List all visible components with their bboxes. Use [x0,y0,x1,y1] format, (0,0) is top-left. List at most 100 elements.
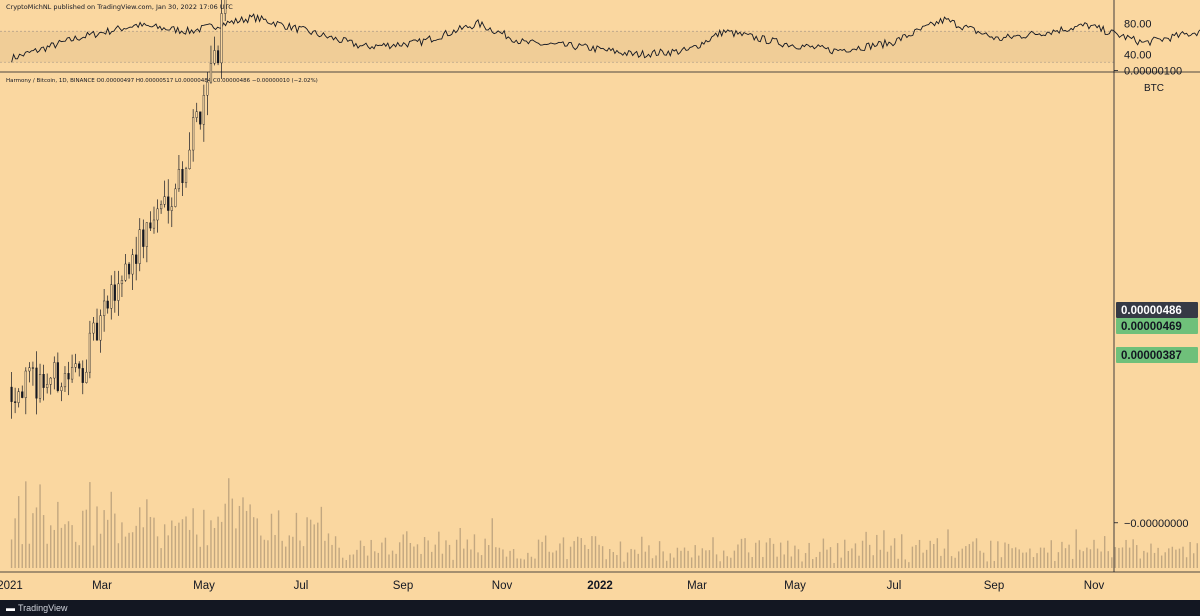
volume-bar [99,533,102,568]
volume-bar [908,562,910,568]
volume-bar [890,545,892,568]
volume-bar [705,550,707,568]
volume-bar [245,510,248,568]
candle-body [145,222,148,247]
volume-bar [630,548,632,568]
volume-bar [60,527,63,568]
volume-bar [35,507,38,568]
volume-bar [163,524,166,568]
volume-bar [580,538,582,568]
volume-bar [1093,539,1095,568]
time-axis-label: 2022 [587,580,613,592]
oscillator-band [0,31,1114,63]
volume-bar [1086,547,1088,568]
volume-bar [213,527,216,568]
volume-bar [82,510,84,568]
volume-bar [854,543,857,568]
volume-bar [434,544,436,568]
volume-bar [477,552,479,568]
volume-bar [797,549,800,568]
volume-bar [530,556,533,568]
volume-bar [1107,551,1109,568]
volume-bar [117,543,120,568]
volume-bar [1189,542,1191,568]
volume-bar [623,561,625,568]
volume-bar [680,550,682,568]
volume-bar [203,509,205,568]
volume-bar [210,520,212,568]
candle-body [106,300,109,309]
volume-bar [591,536,593,568]
volume-bar [484,538,486,568]
volume-bar [256,518,258,568]
volume-bar [288,535,290,568]
candle-body [88,332,91,373]
volume-bar [459,527,461,568]
time-axis-label: May [784,580,806,592]
volume-bar [765,542,768,568]
volume-bar [537,539,540,568]
time-axis-label: Mar [687,580,707,592]
volume-bar [466,539,469,568]
volume-bar [637,553,639,568]
volume-bar [726,556,728,568]
volume-bar [833,562,835,568]
time-axis-label: 2021 [0,580,23,592]
candle-body [70,366,74,380]
volume-bar [338,547,340,568]
tradingview-logo-icon: ▬ [6,603,15,613]
volume-bar [868,544,871,568]
volume-bar [128,532,130,568]
chart-canvas[interactable]: CryptoMichNL published on TradingView.co… [0,0,1200,600]
volume-bar [21,544,23,568]
volume-bar [178,522,180,568]
candle-body [163,196,166,205]
volume-bar [559,543,561,568]
volume-bar [92,545,95,568]
volume-bar [1114,547,1117,568]
volume-bar [701,548,704,568]
volume-bar [32,513,34,568]
volume-bar [1082,551,1085,568]
volume-bar [14,518,16,568]
volume-bar [1128,547,1131,568]
volume-bar [274,534,276,568]
volume-bar [954,557,956,568]
oscillator-pane[interactable]: 80.00 40.00 [0,13,1200,63]
volume-bar [1150,543,1152,568]
candle-body [160,204,163,210]
time-axis-label: Sep [984,580,1004,592]
volume-bar [541,541,543,568]
volume-bar [883,530,885,568]
volume-bar [114,513,116,568]
volume-bar [1139,558,1141,568]
candle-body [117,283,120,301]
volume-bar [922,552,924,568]
volume-bar [345,560,347,568]
volume-bar [1054,560,1056,568]
volume-bar [865,531,867,568]
volume-bar [174,525,177,568]
volume-bar [270,513,273,568]
volume-bar [1011,548,1013,568]
volume-bar [1146,552,1149,568]
volume-bar [331,544,333,568]
volume-bar [498,547,501,568]
candle-body [31,367,35,369]
volume-bar [302,546,305,568]
volume-bar [349,554,351,568]
volume-bar [698,555,700,568]
candle-body [224,0,227,14]
volume-bar [217,516,219,568]
volume-bar [901,534,903,568]
volume-bar [836,543,839,568]
volume-bar [986,561,988,568]
time-axis-label: Nov [1084,580,1105,592]
volume-bar [737,544,739,568]
volume-bar [925,549,928,568]
volume-bar [402,534,404,568]
volume-bar [872,555,874,568]
candle-body [14,401,17,403]
volume-bar [1118,547,1120,568]
volume-bar [769,538,771,568]
